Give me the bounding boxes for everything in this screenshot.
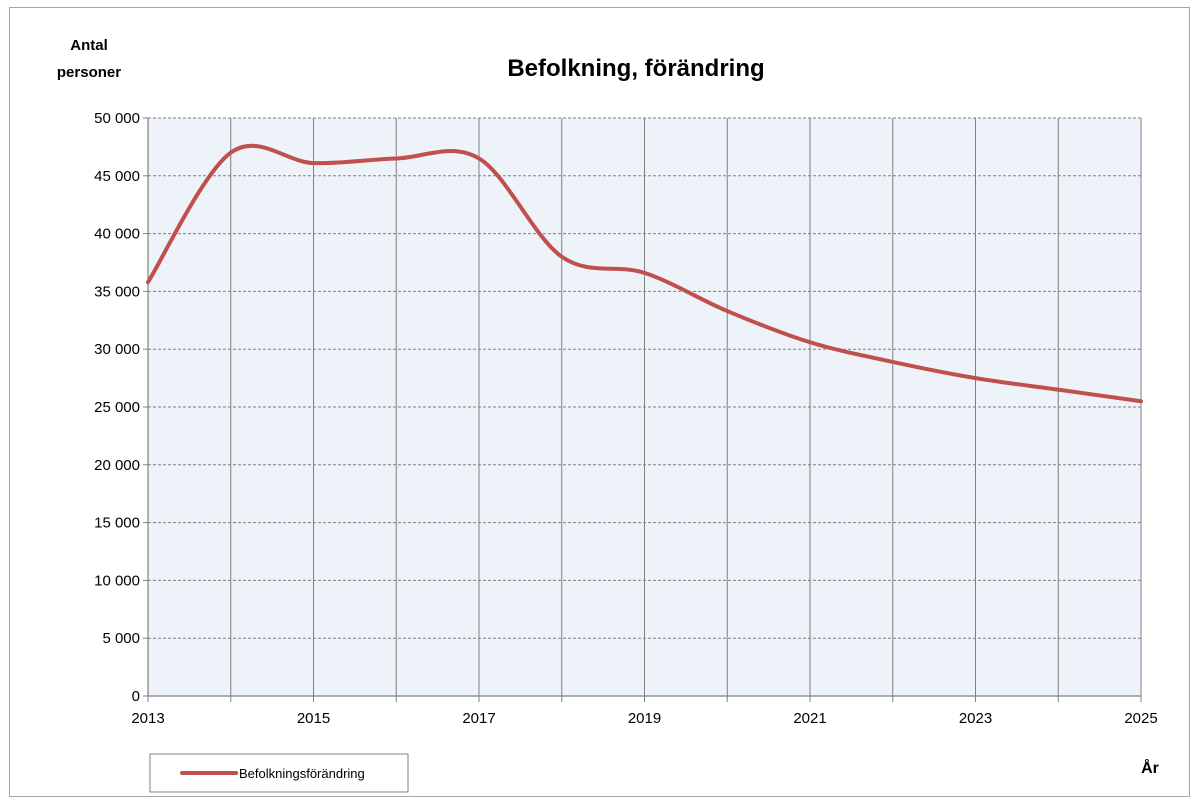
y-tick-label-4: 20 000 <box>94 457 140 474</box>
x-tick-label-2021: 2021 <box>793 710 826 727</box>
y-axis-label-line-2: personer <box>57 64 121 81</box>
x-tick-label-2019: 2019 <box>628 710 661 727</box>
axes <box>143 117 1142 702</box>
y-tick-label-3: 15 000 <box>94 515 140 532</box>
y-axis-label-line-1: Antal <box>70 37 108 54</box>
y-tick-labels: 0 5 000 10 000 15 000 20 000 25 000 30 000 35 0… <box>94 110 140 705</box>
y-tick-label-8: 40 000 <box>94 226 140 243</box>
y-tick-label-5: 25 000 <box>94 399 140 416</box>
y-tick-label-10: 50 000 <box>94 110 140 127</box>
y-tick-label-9: 45 000 <box>94 168 140 185</box>
y-tick-label-1: 5 000 <box>102 630 140 647</box>
chart-title: Befolkning, förändring <box>507 55 764 82</box>
series-line-befolkningsforandring <box>146 143 1143 404</box>
x-tick-labels: 2013 2015 2017 2019 2021 2023 2025 <box>131 710 1157 727</box>
legend-label: Befolkningsförändring <box>239 766 365 781</box>
x-tick-label-2017: 2017 <box>462 710 495 727</box>
vertical-gridlines <box>230 118 1142 696</box>
y-tick-label-7: 35 000 <box>94 283 140 300</box>
chart-frame: 0 5 000 10 000 15 000 20 000 25 000 30 000 35 0… <box>9 7 1190 797</box>
x-axis-label: År <box>1141 758 1159 777</box>
y-tick-label-2: 10 000 <box>94 572 140 589</box>
x-tick-label-2023: 2023 <box>959 710 992 727</box>
y-tick-label-0: 0 <box>132 688 140 705</box>
x-tick-label-2015: 2015 <box>297 710 330 727</box>
x-tick-label-2025: 2025 <box>1124 710 1157 727</box>
chart-canvas: 0 5 000 10 000 15 000 20 000 25 000 30 000 35 0… <box>57 37 1159 793</box>
x-tick-label-2013: 2013 <box>131 710 164 727</box>
legend: Befolkningsförändring <box>149 753 409 793</box>
y-tick-label-6: 30 000 <box>94 341 140 358</box>
